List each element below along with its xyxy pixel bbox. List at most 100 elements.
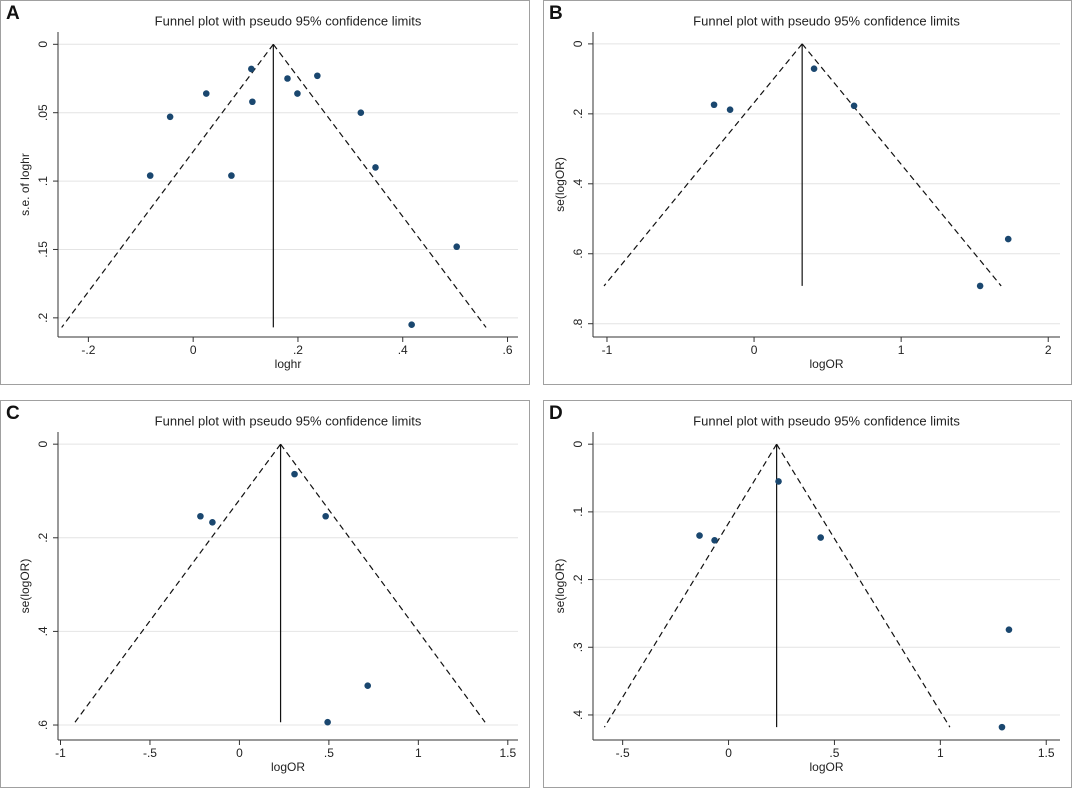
chart-title: Funnel plot with pseudo 95% confidence l… (693, 13, 960, 28)
x-axis-label: logOR (809, 760, 843, 774)
panel: D Funnel plot with pseudo 95% confidence … (543, 400, 1072, 788)
data-point (166, 113, 174, 121)
data-point (408, 321, 415, 328)
y-tick-label: .8 (571, 318, 585, 328)
x-tick-label: -.2 (81, 343, 95, 357)
panel-frame (0, 0, 530, 385)
x-tick-label: 1 (415, 746, 422, 760)
panel-letter: B (549, 3, 563, 24)
x-tick-label: .6 (503, 343, 513, 357)
x-tick-label: -.5 (143, 746, 157, 760)
x-axis-label: loghr (275, 357, 302, 371)
x-tick-label: 0 (725, 746, 732, 760)
data-point (711, 537, 718, 544)
data-point (322, 512, 329, 520)
y-tick-label: .1 (36, 176, 50, 186)
y-tick-label: .2 (571, 574, 585, 584)
data-point (291, 470, 298, 478)
panel-letter: D (549, 403, 563, 424)
lower-limit (74, 443, 282, 723)
y-tick-label: .05 (36, 104, 50, 121)
x-axis-label: logOR (809, 357, 843, 371)
data-point (810, 65, 818, 73)
data-point (775, 478, 782, 485)
x-tick-label: .2 (293, 343, 303, 357)
panel-frame (543, 400, 1072, 788)
data-point (294, 90, 301, 97)
data-point (364, 682, 372, 690)
y-tick-label: .15 (36, 241, 50, 258)
panel: C Funnel plot with pseudo 95% confidence … (0, 400, 530, 788)
chart-title: Funnel plot with pseudo 95% confidence l… (155, 13, 422, 28)
data-point (1005, 626, 1013, 633)
data-point (248, 65, 255, 73)
data-point (1004, 235, 1012, 243)
data-point (453, 243, 461, 251)
y-tick-label: .2 (36, 532, 50, 542)
data-point (146, 172, 154, 179)
y-axis-label: s.e. of loghr (18, 153, 32, 216)
y-tick-label: 0 (571, 441, 585, 448)
data-point (324, 718, 331, 726)
data-point (197, 512, 204, 520)
x-tick-label: 1.5 (499, 746, 516, 760)
data-point (202, 90, 210, 97)
y-tick-label: .6 (36, 720, 50, 730)
x-tick-label: .5 (324, 746, 334, 760)
panel-frame (0, 400, 530, 788)
data-point (284, 75, 291, 82)
panel: A Funnel plot with pseudo 95% confidence … (0, 0, 530, 385)
data-point (817, 534, 824, 541)
y-tick-label: 0 (571, 40, 585, 47)
x-tick-label: .5 (829, 746, 839, 760)
data-point (710, 101, 718, 109)
data-point (228, 172, 235, 179)
x-tick-label: -.5 (616, 746, 630, 760)
lower-limit (61, 43, 274, 328)
x-tick-label: 1.5 (1038, 746, 1055, 760)
data-point (209, 519, 216, 526)
y-axis-label: se(logOR) (18, 559, 32, 614)
x-tick-label: 0 (236, 746, 243, 760)
y-tick-label: 0 (36, 41, 50, 48)
y-tick-label: .2 (571, 109, 585, 119)
data-point (998, 723, 1006, 731)
panel: B Funnel plot with pseudo 95% confidence … (543, 0, 1072, 385)
data-point (357, 109, 365, 116)
data-point (372, 164, 379, 171)
data-point (696, 532, 703, 539)
data-point (976, 282, 984, 290)
data-point (726, 106, 734, 113)
upper-limit (272, 43, 487, 328)
y-tick-label: .6 (571, 248, 585, 258)
x-tick-label: .4 (398, 343, 408, 357)
data-point (249, 98, 256, 106)
x-tick-label: 1 (898, 343, 905, 357)
upper-limit (776, 443, 951, 728)
lower-limit (603, 443, 778, 728)
chart-title: Funnel plot with pseudo 95% confidence l… (155, 413, 422, 428)
x-tick-label: 2 (1045, 343, 1052, 357)
x-tick-label: 0 (751, 343, 758, 357)
data-point (850, 102, 858, 110)
panel-letter: A (6, 3, 20, 24)
upper-limit (280, 443, 486, 723)
x-axis-label: logOR (271, 760, 305, 774)
y-tick-label: 0 (36, 441, 50, 448)
data-point (314, 72, 321, 80)
y-axis-label: se(logOR) (553, 157, 567, 212)
y-tick-label: .1 (571, 507, 585, 517)
x-tick-label: -1 (55, 746, 66, 760)
x-tick-label: 1 (937, 746, 944, 760)
y-tick-label: .2 (36, 313, 50, 323)
x-tick-label: 0 (190, 343, 197, 357)
chart-title: Funnel plot with pseudo 95% confidence l… (693, 413, 960, 428)
y-tick-label: .4 (571, 710, 585, 720)
panel-letter: C (6, 403, 20, 424)
y-axis-label: se(logOR) (553, 559, 567, 614)
y-tick-label: .4 (571, 178, 585, 188)
y-tick-label: .4 (36, 626, 50, 636)
lower-limit (603, 43, 803, 287)
upper-limit (801, 43, 1002, 287)
